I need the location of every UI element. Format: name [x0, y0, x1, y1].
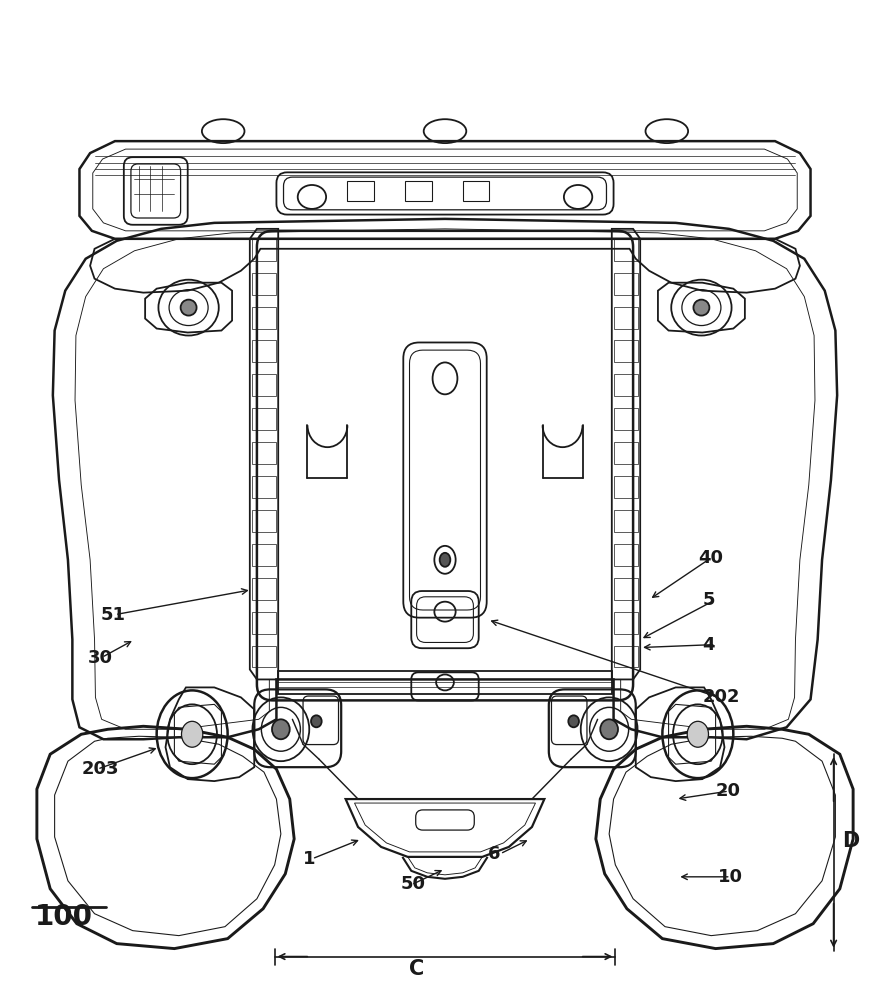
- Bar: [613, 374, 638, 396]
- Bar: [613, 646, 638, 667]
- Bar: [252, 646, 277, 667]
- Bar: [613, 476, 638, 498]
- Ellipse shape: [181, 300, 197, 316]
- Bar: [347, 181, 374, 201]
- Bar: [252, 544, 277, 566]
- Bar: [613, 578, 638, 600]
- Ellipse shape: [182, 721, 203, 747]
- Bar: [252, 307, 277, 329]
- Text: C: C: [409, 959, 425, 979]
- Text: 6: 6: [488, 845, 500, 863]
- Bar: [613, 307, 638, 329]
- Bar: [613, 442, 638, 464]
- Text: D: D: [843, 831, 860, 851]
- Ellipse shape: [272, 719, 290, 739]
- Bar: [252, 273, 277, 295]
- Bar: [613, 408, 638, 430]
- Ellipse shape: [687, 721, 708, 747]
- Text: 1: 1: [303, 850, 316, 868]
- Text: 51: 51: [101, 606, 125, 624]
- Text: 100: 100: [35, 903, 93, 931]
- Bar: [405, 181, 432, 201]
- Bar: [252, 408, 277, 430]
- Bar: [252, 239, 277, 261]
- Bar: [613, 273, 638, 295]
- Text: 202: 202: [702, 688, 740, 706]
- Bar: [613, 510, 638, 532]
- Text: 10: 10: [718, 868, 743, 886]
- Bar: [252, 476, 277, 498]
- Ellipse shape: [569, 715, 579, 727]
- Bar: [252, 510, 277, 532]
- Text: 4: 4: [702, 636, 715, 654]
- Bar: [613, 612, 638, 634]
- Ellipse shape: [311, 715, 321, 727]
- Text: 5: 5: [702, 591, 715, 609]
- Ellipse shape: [440, 553, 450, 567]
- Bar: [252, 442, 277, 464]
- Text: 40: 40: [698, 549, 723, 567]
- Bar: [613, 340, 638, 362]
- Bar: [613, 544, 638, 566]
- Bar: [252, 612, 277, 634]
- Bar: [252, 374, 277, 396]
- Bar: [463, 181, 490, 201]
- Text: 203: 203: [81, 760, 118, 778]
- Text: 30: 30: [87, 649, 112, 667]
- Bar: [252, 578, 277, 600]
- Bar: [613, 239, 638, 261]
- Text: 20: 20: [716, 782, 740, 800]
- Bar: [252, 340, 277, 362]
- Ellipse shape: [600, 719, 618, 739]
- Ellipse shape: [693, 300, 709, 316]
- Text: 50: 50: [400, 875, 425, 893]
